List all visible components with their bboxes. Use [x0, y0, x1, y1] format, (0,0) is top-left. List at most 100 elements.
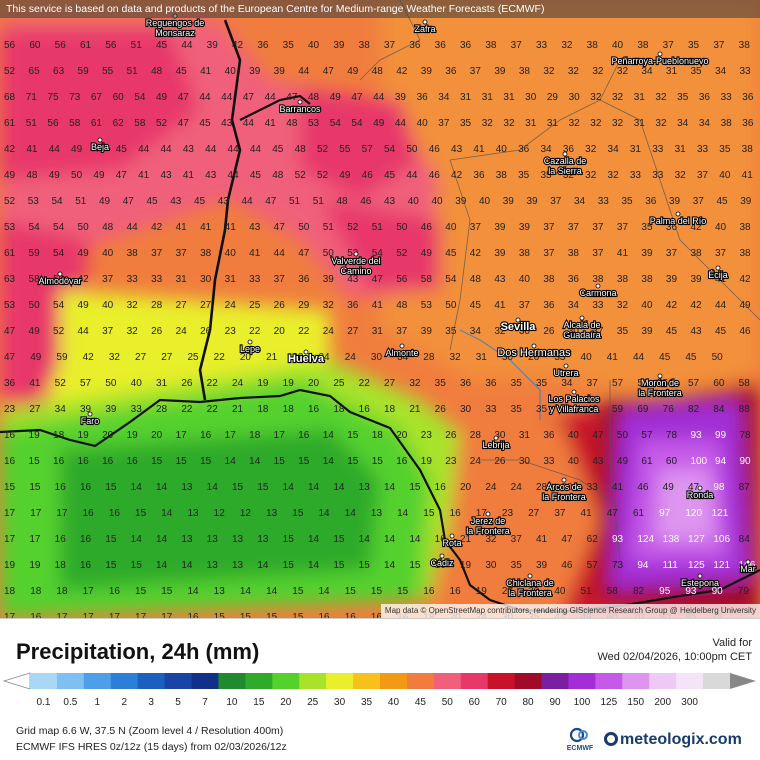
place-pe-arroya-pueblonuevo[interactable]: Peñarroya-Pueblonuevo [610, 51, 710, 67]
grid-value: 42 [232, 40, 244, 51]
grid-value: 40 [587, 404, 599, 415]
place-ronda[interactable]: Ronda [686, 485, 714, 501]
grid-value: 13 [214, 586, 226, 597]
grid-value: 37 [470, 222, 482, 233]
grid-value: 52 [4, 196, 16, 207]
legend-swatch [299, 673, 327, 689]
grid-value: 32 [482, 118, 494, 129]
grid-value: 30 [200, 274, 212, 285]
place-zafra[interactable]: Zafra [413, 19, 437, 35]
grid-value: 78 [739, 430, 751, 441]
place-palma-del-r-o[interactable]: Palma del Río [649, 211, 707, 227]
place-c-diz[interactable]: Cádiz [429, 553, 455, 569]
place-sevilla[interactable]: Sevilla [499, 317, 537, 334]
legend-tick-label: 15 [253, 697, 265, 708]
place-label: Jerez de [471, 516, 506, 526]
grid-value: 22 [298, 326, 310, 337]
grid-value: 44 [160, 144, 172, 155]
place--cija[interactable]: Écija [707, 265, 729, 281]
place-label: y Villafranca [550, 404, 599, 414]
grid-value: 42 [396, 66, 408, 77]
grid-value: 47 [688, 482, 700, 493]
grid-value: 21 [409, 404, 421, 415]
grid-value: 13 [232, 534, 244, 545]
grid-value: 41 [581, 508, 593, 519]
place-carmona[interactable]: Carmona [578, 283, 618, 299]
grid-value: 50 [617, 430, 629, 441]
grid-value: 97 [659, 508, 671, 519]
grid-value: 95 [659, 586, 671, 597]
grid-value: 32 [655, 92, 667, 103]
grid-value: 13 [257, 534, 269, 545]
grid-value: 40 [102, 300, 114, 311]
grid-value: 124 [637, 534, 654, 545]
grid-value: 35 [511, 404, 523, 415]
grid-value: 38 [519, 248, 531, 259]
grid-value: 39 [641, 326, 653, 337]
grid-value: 34 [608, 144, 620, 155]
precipitation-map[interactable]: 56 60 56 61 56 51 45 44 39 42 36 35 40 39 38 37 36 36 36 38… [0, 0, 760, 618]
grid-value: 49 [78, 300, 90, 311]
grid-value: 44 [715, 300, 727, 311]
place-beja[interactable]: Beja [90, 137, 110, 153]
place-label: Rota [442, 538, 461, 548]
grid-value: 17 [161, 612, 173, 618]
grid-value: 36 [666, 222, 678, 233]
grid-value: 23 [4, 404, 16, 415]
grid-value: 125 [688, 560, 705, 571]
meteologix-brand[interactable]: meteologix.com [604, 731, 742, 749]
place-label: Lebrija [482, 440, 509, 450]
place-utrera[interactable]: Utrera [552, 363, 580, 379]
legend-swatch [137, 673, 166, 689]
grid-value: 17 [4, 508, 16, 519]
grid-value: 39 [740, 196, 752, 207]
grid-value: 33 [561, 404, 573, 415]
place-rota[interactable]: Rota [441, 533, 463, 549]
grid-value: 40 [131, 378, 143, 389]
grid-value: 38 [568, 248, 580, 259]
grid-value: 17 [83, 612, 95, 618]
grid-value: 45 [470, 300, 482, 311]
grid-value: 37 [396, 326, 408, 337]
grid-value: 15 [135, 508, 147, 519]
grid-value: 87 [739, 482, 751, 493]
grid-value: 54 [53, 222, 65, 233]
grid-value: 34 [561, 378, 573, 389]
grid-value: 24 [470, 456, 482, 467]
grid-value: 41 [200, 66, 212, 77]
grid-value: 15 [131, 560, 143, 571]
grid-value: 43 [592, 456, 604, 467]
place-lebrija[interactable]: Lebrija [481, 435, 511, 451]
grid-value: 40 [641, 300, 653, 311]
place-almod-var[interactable]: Almodôvar [37, 271, 83, 287]
place-faro[interactable]: Faro [80, 411, 100, 427]
grid-value: 60 [713, 378, 725, 389]
place-estepona[interactable]: Estepona [680, 573, 720, 589]
grid-value: 38 [637, 40, 649, 51]
place-lepe[interactable]: Lepe [239, 339, 261, 355]
grid-value: 84 [713, 404, 725, 415]
grid-value: 13 [232, 560, 244, 571]
grid-value: 54 [372, 248, 384, 259]
place-huelva[interactable]: Huelva [287, 349, 326, 366]
place-dos-hermanas[interactable]: Dos Hermanas [496, 343, 572, 360]
place-almonte[interactable]: Almonte [384, 343, 420, 359]
grid-value: 31 [634, 118, 646, 129]
grid-value: 44 [78, 326, 90, 337]
place-mar[interactable]: Mar [739, 559, 757, 575]
grid-value: 16 [435, 560, 447, 571]
grid-value: 16 [109, 586, 121, 597]
grid-value: 16 [80, 560, 92, 571]
grid-value: 27 [528, 508, 540, 519]
place-barrancos[interactable]: Barrancos [278, 99, 322, 115]
grid-value: 44 [228, 170, 240, 181]
